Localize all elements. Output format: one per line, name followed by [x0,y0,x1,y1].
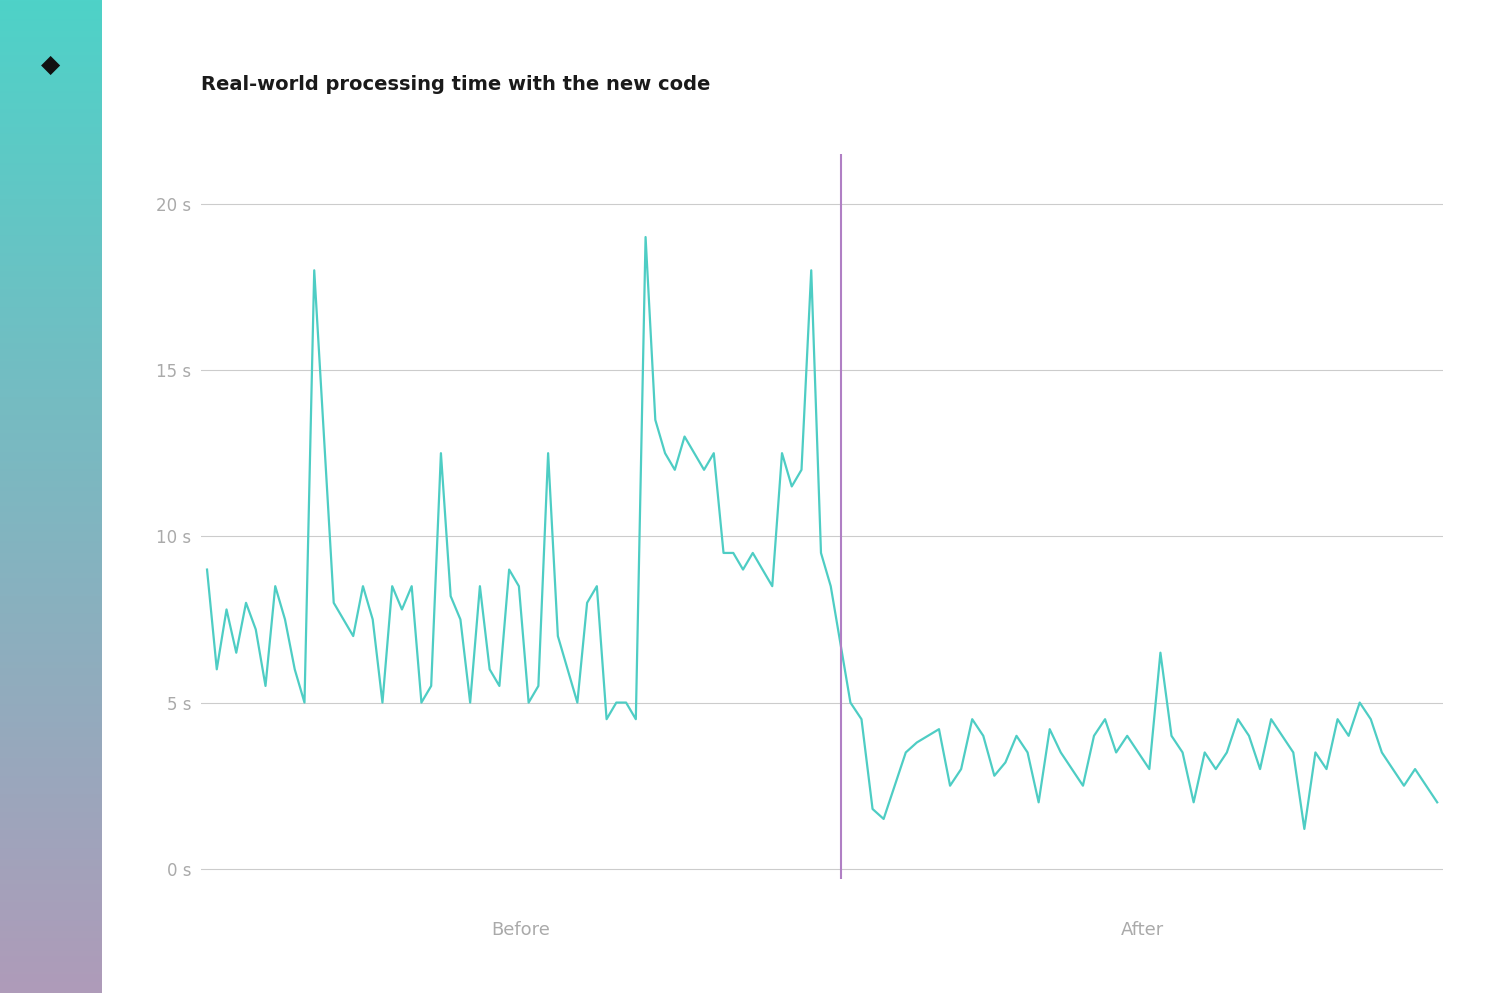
Text: Before: Before [491,922,551,939]
Text: ◆: ◆ [42,53,60,76]
Text: Real-world processing time with the new code: Real-world processing time with the new … [201,74,710,94]
Text: After: After [1120,922,1164,939]
Legend: p99 latency: p99 latency [1274,991,1434,993]
